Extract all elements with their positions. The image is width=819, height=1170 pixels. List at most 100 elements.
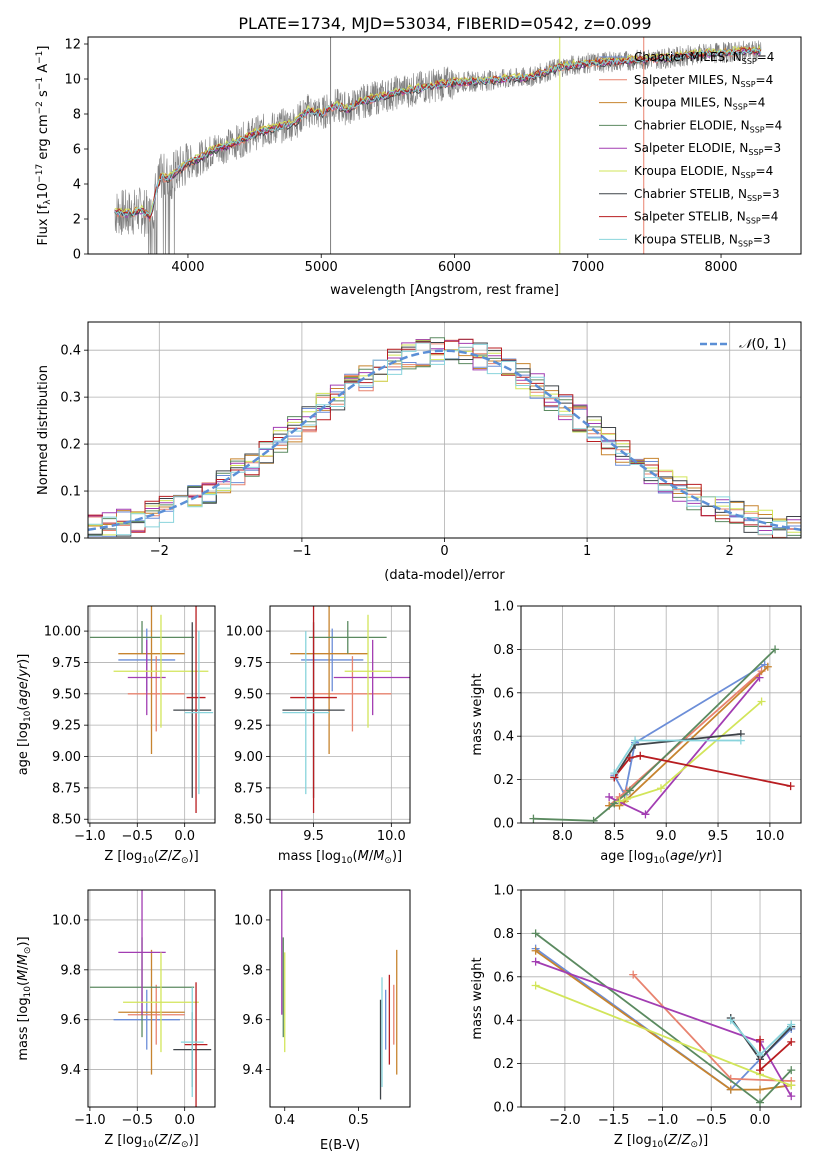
axes-frame bbox=[87, 605, 216, 824]
y-tick-label: 9.00 bbox=[234, 750, 263, 765]
y-tick-label: 10.0 bbox=[52, 913, 81, 928]
y-tick-label: 0.0 bbox=[60, 532, 81, 547]
y-tick-label: 12 bbox=[64, 38, 81, 53]
x-tick-label: −2 bbox=[150, 544, 169, 559]
y-tick-label: 0.0 bbox=[493, 817, 514, 832]
axes-frame bbox=[87, 36, 802, 255]
y-tick-label: 8.75 bbox=[234, 781, 263, 796]
weight-point-marker bbox=[531, 981, 540, 990]
model-spectrum-line bbox=[114, 46, 762, 219]
x-axis-label: mass [log10(M/M⊙)] bbox=[278, 849, 402, 866]
y-tick-label: 0.6 bbox=[493, 970, 514, 985]
x-axis-label: E(B-V) bbox=[320, 1138, 360, 1153]
y-tick-label: 1.0 bbox=[493, 884, 514, 899]
normal-reference-curve bbox=[88, 349, 801, 532]
axes-frame bbox=[87, 889, 216, 1108]
y-tick-label: 0.4 bbox=[493, 730, 514, 745]
legend-label: Salpeter MILES, NSSP=4 bbox=[634, 73, 773, 89]
y-tick-label: 0.1 bbox=[60, 485, 81, 500]
legend-label: Kroupa STELIB, NSSP=3 bbox=[634, 232, 771, 248]
age-vs-mass-panel: 9.5 10.0 8.50 8.75 9.00 9.25 9.50 9.75 10.00 mass… bbox=[226, 605, 411, 866]
weight-point-marker bbox=[589, 816, 598, 823]
x-tick-label: 4000 bbox=[171, 260, 204, 275]
weight-point-marker bbox=[763, 662, 772, 671]
residual-histogram bbox=[88, 342, 801, 538]
y-tick-label: 0.2 bbox=[60, 438, 81, 453]
x-tick-label: −1.0 bbox=[74, 1113, 106, 1128]
legend-label: Chabrier STELIB, NSSP=3 bbox=[634, 187, 780, 203]
y-tick-label: 10.00 bbox=[226, 625, 263, 640]
x-tick-label: 0.5 bbox=[348, 1113, 369, 1128]
y-tick-label: 10 bbox=[64, 73, 81, 88]
x-axis-label: Z [log10(Z/Z⊙)] bbox=[104, 849, 198, 866]
legend-label: Salpeter STELIB, NSSP=4 bbox=[634, 210, 778, 226]
x-tick-label: −1.0 bbox=[647, 1113, 679, 1128]
weight-point-marker bbox=[726, 1085, 735, 1094]
y-tick-label: 0 bbox=[73, 248, 81, 263]
y-tick-label: 9.50 bbox=[234, 687, 263, 702]
y-tick-label: 9.8 bbox=[60, 963, 81, 978]
x-tick-label: 1 bbox=[583, 544, 591, 559]
y-tick-label: 9.25 bbox=[52, 719, 81, 734]
weight-series-line bbox=[613, 663, 766, 798]
weight-point-marker bbox=[756, 1085, 765, 1094]
x-tick-label: 0 bbox=[440, 544, 448, 559]
weight-point-marker bbox=[756, 1035, 765, 1044]
x-tick-label: 5000 bbox=[305, 260, 338, 275]
weight-series-line bbox=[632, 973, 792, 1082]
x-tick-label: 9.5 bbox=[708, 829, 729, 844]
weight-point-marker bbox=[756, 1098, 765, 1107]
weight-point-marker bbox=[771, 645, 780, 654]
weight-point-marker bbox=[605, 792, 614, 801]
weight-point-marker bbox=[756, 1050, 765, 1059]
y-tick-label: 6 bbox=[73, 143, 81, 158]
y-tick-label: 10.0 bbox=[234, 913, 263, 928]
y-tick-label: 9.25 bbox=[234, 719, 263, 734]
weight-point-marker bbox=[787, 1020, 796, 1029]
y-tick-label: 0.8 bbox=[493, 927, 514, 942]
y-tick-label: 9.6 bbox=[60, 1013, 81, 1028]
x-axis-label: (data-model)/error bbox=[384, 568, 505, 583]
y-tick-label: 8.50 bbox=[52, 813, 81, 828]
x-tick-label: −0.5 bbox=[121, 829, 153, 844]
axes-frame bbox=[520, 605, 802, 824]
x-tick-label: 8.5 bbox=[604, 829, 625, 844]
weight-series-line bbox=[535, 947, 792, 1091]
y-tick-label: 9.6 bbox=[242, 1013, 263, 1028]
x-tick-label: −1 bbox=[292, 544, 311, 559]
weight-point-marker bbox=[622, 795, 631, 804]
y-tick-label: 0.2 bbox=[493, 1057, 514, 1072]
y-tick-label: 9.4 bbox=[242, 1063, 263, 1078]
axes-frame bbox=[520, 889, 802, 1108]
y-tick-label: 9.00 bbox=[52, 750, 81, 765]
x-tick-label: −0.5 bbox=[695, 1113, 727, 1128]
mass-vs-ebv-panel: 0.4 0.5 9.4 9.6 9.8 10.0 E(B-V) bbox=[234, 889, 411, 1153]
weight-point-marker bbox=[531, 957, 540, 966]
x-tick-label: −0.5 bbox=[121, 1113, 153, 1128]
residual-histogram bbox=[88, 338, 801, 538]
y-axis-label: mass weight bbox=[470, 957, 485, 1039]
y-tick-label: 8 bbox=[73, 108, 81, 123]
y-axis-label: Flux [fλ10−17 erg cm−2 s−1 A−1] bbox=[35, 46, 53, 246]
y-tick-label: 0.4 bbox=[493, 1014, 514, 1029]
legend-label: 𝒩(0, 1) bbox=[739, 337, 786, 352]
x-axis-label: wavelength [Angstrom, rest frame] bbox=[330, 283, 559, 298]
y-tick-label: 0.8 bbox=[493, 643, 514, 658]
y-tick-label: 4 bbox=[73, 178, 81, 193]
weight-point-marker bbox=[615, 797, 624, 806]
y-axis-label: mass weight bbox=[470, 673, 485, 755]
weight-point-marker bbox=[757, 697, 766, 706]
figure-title: PLATE=1734, MJD=53034, FIBERID=0542, z=0… bbox=[238, 14, 651, 33]
weight-point-marker bbox=[531, 946, 540, 955]
x-tick-label: 6000 bbox=[438, 260, 471, 275]
y-axis-label: mass [log10(M/M⊙)] bbox=[16, 936, 33, 1060]
weight-point-marker bbox=[610, 799, 619, 808]
x-tick-label: 10.0 bbox=[755, 829, 784, 844]
x-tick-label: 9.0 bbox=[656, 829, 677, 844]
residuals-panel: −2 −1 0 1 2 0.0 0.1 0.2 0.3 0.4 (data-model)/error… bbox=[36, 321, 802, 583]
legend-label: Chabrier ELODIE, NSSP=4 bbox=[634, 118, 782, 134]
axes-frame bbox=[269, 889, 411, 1108]
x-tick-label: 0.0 bbox=[750, 1113, 771, 1128]
weight-point-marker bbox=[529, 814, 538, 823]
y-axis-label: age [log10(age/yr)] bbox=[16, 654, 33, 776]
